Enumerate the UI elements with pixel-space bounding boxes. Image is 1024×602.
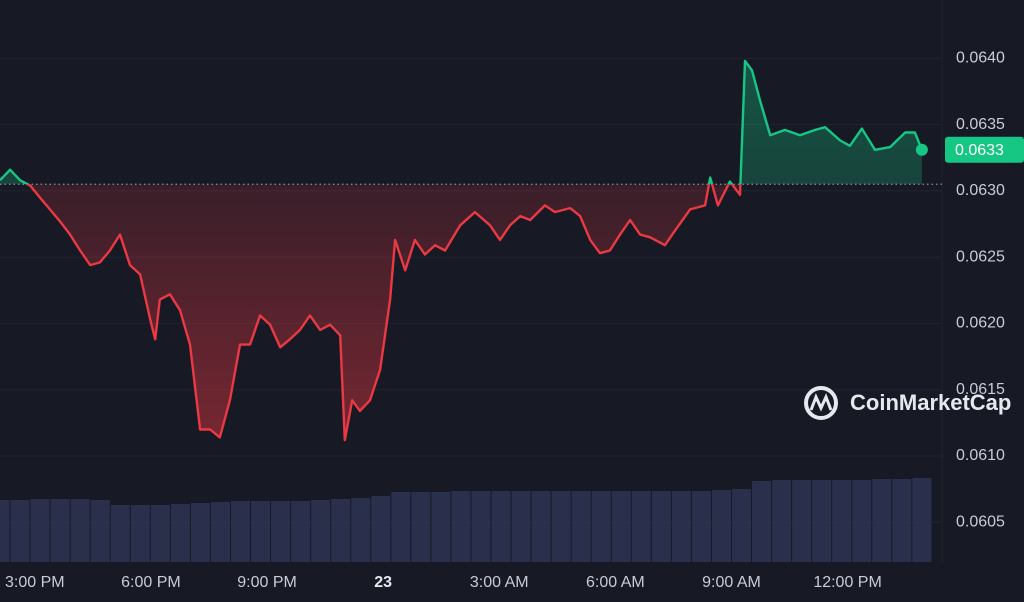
y-tick-label: 0.0640	[956, 50, 1005, 67]
watermark-text: CoinMarketCap	[850, 390, 1011, 415]
x-tick-label: 9:00 PM	[237, 574, 297, 591]
volume-bar	[711, 490, 731, 562]
volume-bar	[30, 499, 50, 562]
volume-bar	[451, 491, 471, 562]
volume-bar	[671, 491, 691, 562]
volume-bar	[591, 491, 611, 562]
volume-bar	[170, 504, 190, 562]
volume-bar	[691, 491, 711, 562]
volume-bar	[351, 498, 371, 562]
volume-bar	[331, 499, 351, 562]
volume-bar	[210, 502, 230, 562]
last-point	[915, 143, 928, 156]
volume-bar	[731, 489, 752, 562]
volume-bar	[651, 491, 671, 562]
volume-bar	[10, 500, 30, 562]
volume-bar	[912, 478, 932, 562]
volume-bar	[431, 492, 451, 562]
volume-bar	[311, 500, 331, 562]
volume-bar	[90, 500, 110, 562]
x-tick-label: 6:00 AM	[586, 574, 645, 591]
area-up	[0, 61, 922, 185]
x-tick-label: 9:00 AM	[702, 574, 761, 591]
volume-bar	[491, 491, 511, 562]
volume-bar	[150, 505, 170, 562]
volume-bar	[611, 491, 631, 562]
area-down	[0, 184, 922, 441]
y-tick-label: 0.0615	[956, 381, 1005, 398]
volume-bar	[291, 501, 311, 562]
volume-bar	[571, 491, 591, 562]
y-tick-label: 0.0635	[956, 116, 1005, 133]
volume-bar	[852, 480, 872, 562]
x-tick-label: 6:00 PM	[121, 574, 181, 591]
volume-bar	[50, 499, 70, 562]
volume-bar	[892, 479, 912, 562]
price-badge-label: 0.0633	[955, 142, 1004, 159]
volume-bar	[230, 501, 251, 562]
y-tick-label: 0.0610	[956, 447, 1005, 464]
x-tick-label: 3:00 PM	[5, 574, 65, 591]
volume-bar	[772, 480, 792, 562]
volume-bar	[551, 491, 571, 562]
volume-bar	[792, 480, 812, 562]
volume-bar	[531, 491, 551, 562]
volume-bar	[511, 491, 531, 562]
x-tick-label: 12:00 PM	[813, 574, 881, 591]
volume-bar	[251, 501, 271, 562]
volume-bar	[812, 480, 832, 562]
y-tick-label: 0.0605	[956, 513, 1005, 530]
y-tick-label: 0.0625	[956, 248, 1005, 265]
volume-bar	[832, 480, 852, 562]
volume-bar	[872, 479, 892, 562]
x-tick-label: 3:00 AM	[470, 574, 529, 591]
price-line-up	[0, 59, 924, 185]
price-line-down	[25, 184, 742, 442]
y-tick-label: 0.0620	[956, 315, 1005, 332]
volume-bar	[70, 499, 90, 562]
volume-bar	[391, 492, 411, 562]
volume-bar	[0, 500, 10, 562]
volume-bar	[752, 481, 772, 562]
volume-bar	[411, 492, 431, 562]
x-tick-label: 23	[374, 574, 392, 591]
volume-bar	[371, 496, 391, 562]
volume-bar	[271, 501, 291, 562]
volume-bar	[190, 503, 210, 562]
volume-bar	[471, 491, 491, 562]
watermark: CoinMarketCap	[804, 386, 1011, 420]
volume-bar	[110, 505, 130, 562]
y-tick-label: 0.0630	[956, 182, 1005, 199]
price-badge	[945, 136, 1024, 163]
volume-bar	[130, 505, 150, 562]
volume-bar	[631, 491, 651, 562]
